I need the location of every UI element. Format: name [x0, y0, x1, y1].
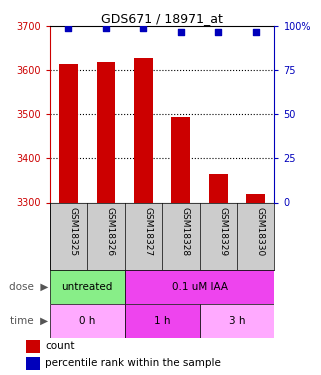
Text: 0.1 uM IAA: 0.1 uM IAA	[171, 282, 228, 292]
Text: 1 h: 1 h	[154, 316, 170, 326]
Text: 0 h: 0 h	[79, 316, 95, 326]
Text: 3 h: 3 h	[229, 316, 245, 326]
FancyBboxPatch shape	[125, 304, 200, 338]
Bar	[26, 340, 40, 352]
Text: time  ▶: time ▶	[10, 316, 48, 326]
Point	[253, 28, 258, 34]
Point	[141, 25, 146, 31]
Point	[103, 25, 108, 31]
Bar	[247, 194, 265, 375]
FancyBboxPatch shape	[50, 304, 125, 338]
Text: GSM18327: GSM18327	[143, 207, 152, 256]
Text: GSM18326: GSM18326	[106, 207, 115, 256]
FancyBboxPatch shape	[125, 270, 274, 304]
Bar	[209, 174, 228, 375]
FancyBboxPatch shape	[200, 304, 274, 338]
Point	[178, 28, 183, 34]
Title: GDS671 / 18971_at: GDS671 / 18971_at	[101, 12, 223, 25]
Text: dose  ▶: dose ▶	[9, 282, 48, 292]
Bar	[171, 117, 190, 375]
Text: GSM18325: GSM18325	[68, 207, 77, 256]
Text: count: count	[45, 341, 74, 351]
Bar	[97, 62, 115, 375]
Text: GSM18329: GSM18329	[218, 207, 227, 256]
Point	[216, 28, 221, 34]
FancyBboxPatch shape	[50, 270, 125, 304]
Text: GSM18328: GSM18328	[181, 207, 190, 256]
Bar	[26, 357, 40, 370]
Bar	[59, 64, 78, 375]
Text: untreated: untreated	[62, 282, 113, 292]
Point	[66, 25, 71, 31]
Text: GSM18330: GSM18330	[256, 207, 265, 256]
Bar	[134, 58, 153, 375]
Text: percentile rank within the sample: percentile rank within the sample	[45, 358, 221, 368]
